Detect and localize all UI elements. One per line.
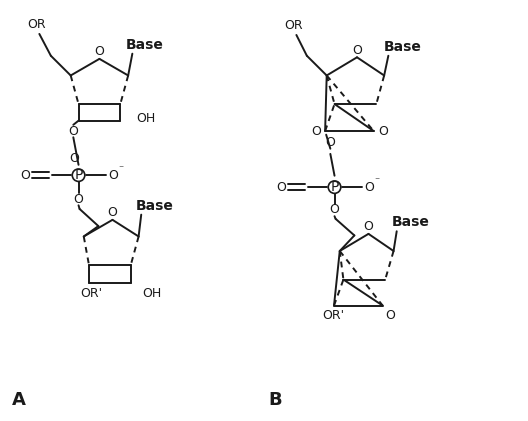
- Text: B: B: [268, 391, 282, 409]
- Text: P: P: [331, 180, 339, 194]
- Text: O: O: [108, 169, 118, 182]
- Text: O: O: [325, 136, 335, 149]
- Text: O: O: [329, 203, 340, 216]
- Text: O: O: [68, 125, 78, 138]
- Text: O: O: [20, 169, 30, 182]
- Text: OH: OH: [136, 112, 155, 125]
- Text: A: A: [12, 391, 26, 409]
- Text: OR: OR: [27, 18, 46, 31]
- Text: O: O: [312, 125, 321, 138]
- Text: O: O: [73, 193, 83, 206]
- Text: O: O: [385, 309, 395, 322]
- Text: O: O: [108, 206, 117, 219]
- Text: O: O: [364, 181, 374, 194]
- Text: O: O: [69, 152, 79, 165]
- Text: OH: OH: [142, 287, 162, 300]
- Circle shape: [72, 169, 85, 181]
- Text: O: O: [378, 125, 388, 138]
- Text: ⁻: ⁻: [119, 164, 124, 174]
- Text: Base: Base: [383, 40, 421, 54]
- Text: ⁻: ⁻: [375, 176, 380, 186]
- Text: Base: Base: [135, 200, 173, 213]
- Text: Base: Base: [391, 216, 429, 229]
- Text: Base: Base: [126, 38, 164, 52]
- Circle shape: [328, 181, 341, 193]
- Text: O: O: [276, 181, 286, 194]
- Text: O: O: [352, 43, 362, 56]
- Text: P: P: [74, 168, 83, 182]
- Text: O: O: [364, 220, 373, 233]
- Text: O: O: [95, 45, 105, 58]
- Text: OR: OR: [285, 19, 303, 32]
- Text: OR': OR': [81, 287, 102, 300]
- Text: OR': OR': [322, 309, 344, 322]
